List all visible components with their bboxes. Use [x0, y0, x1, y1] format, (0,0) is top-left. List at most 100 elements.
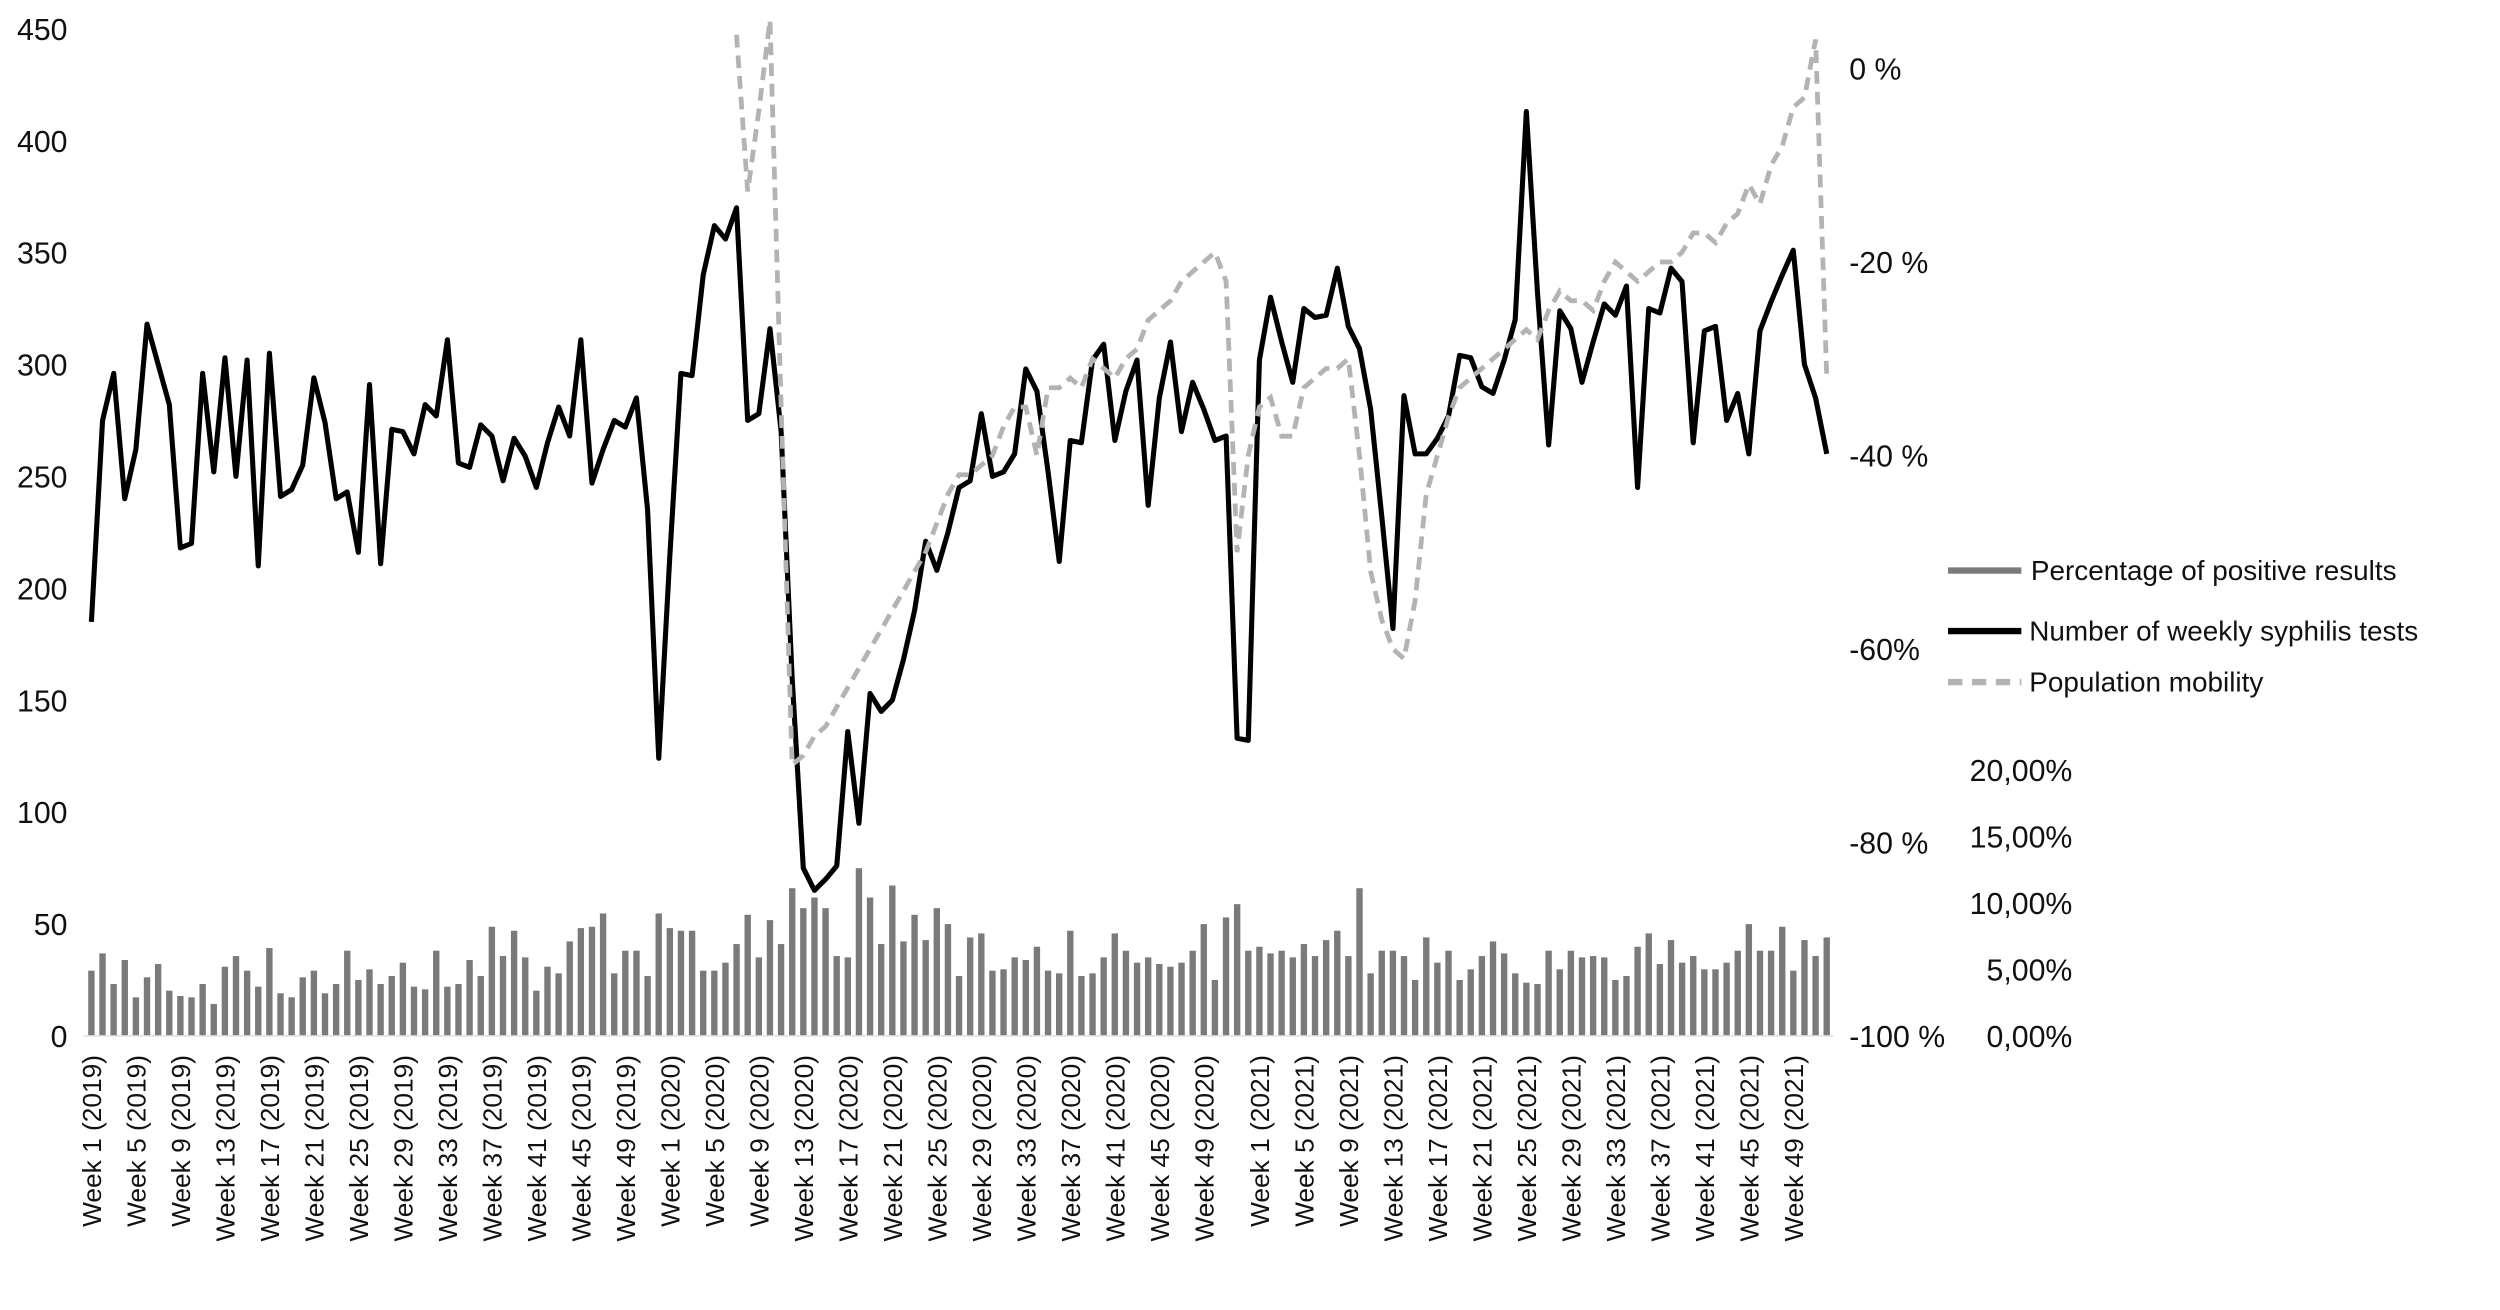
bar-positivity [800, 908, 807, 1036]
bar-positivity [700, 970, 707, 1036]
bar-positivity [1656, 964, 1664, 1036]
bar-positivity [1100, 957, 1107, 1036]
bar-positivity [544, 966, 551, 1036]
bar-positivity [199, 983, 206, 1036]
bar-positivity [1400, 956, 1408, 1036]
x-axis-ticks: Week 1 (2019) Week 5 (2019) Week 9 (2019) W… [77, 1055, 1809, 1242]
bar-positivity [833, 956, 840, 1036]
bar-positivity [1167, 966, 1174, 1036]
bar-positivity [1267, 953, 1274, 1036]
x-tick-label: Week 25 (2020) [922, 1055, 952, 1242]
x-tick-label: Week 25 (2021) [1512, 1055, 1542, 1242]
x-tick-label: Week 33 (2019) [433, 1055, 463, 1242]
bar-positivity [332, 983, 340, 1036]
x-tick-label: Week 45 (2019) [566, 1055, 596, 1242]
bar-positivity [1456, 979, 1463, 1036]
bar-positivity [711, 970, 718, 1036]
bar-positivity [266, 948, 273, 1036]
x-tick-label: Week 5 (2020) [700, 1055, 730, 1227]
bar-positivity [733, 944, 740, 1036]
bar-positivity [366, 969, 373, 1036]
bar-positivity [166, 990, 173, 1036]
bar-positivity [1534, 983, 1541, 1036]
x-tick-label: Week 41 (2021) [1690, 1055, 1720, 1242]
x-tick-label: Week 9 (2021) [1334, 1055, 1364, 1227]
x-tick-label: Week 13 (2021) [1378, 1055, 1408, 1242]
bar-positivity [1434, 962, 1441, 1036]
x-tick-label: Week 21 (2019) [299, 1055, 329, 1242]
bar-positivity [1367, 973, 1374, 1036]
bar-positivity [855, 868, 863, 1036]
bar-positivity [88, 970, 95, 1036]
left-tick-label: 400 [17, 126, 68, 159]
bar-positivity [1523, 982, 1530, 1036]
bar-positivity [522, 957, 529, 1036]
legend: Percentage of positive results Number of… [1948, 555, 2418, 698]
x-tick-label: Week 33 (2021) [1601, 1055, 1631, 1242]
positivity-tick-label: 15,00% [1970, 821, 2073, 854]
bar-positivity [1200, 924, 1207, 1036]
bar-positivity [1723, 962, 1730, 1036]
x-tick-label: Week 29 (2021) [1556, 1055, 1586, 1242]
left-tick-label: 350 [17, 238, 68, 271]
bar-positivity [1256, 946, 1263, 1036]
legend-label-tests: Number of weekly syphilis tests [2029, 616, 2418, 647]
bar-positivity [243, 970, 251, 1036]
bar-positivity [1289, 957, 1296, 1036]
x-tick-label: Week 9 (2019) [166, 1055, 196, 1227]
bar-positivity [1055, 973, 1063, 1036]
bar-positivity [1011, 957, 1018, 1036]
bar-positivity [1623, 976, 1630, 1036]
bar-positivity [344, 950, 351, 1036]
bar-positivity [1222, 917, 1230, 1036]
bar-positivity [622, 950, 629, 1036]
bar-positivity [388, 976, 395, 1036]
bar-positivity [1423, 937, 1430, 1036]
bar-positivity [1411, 979, 1419, 1036]
bar-positivity [978, 933, 985, 1036]
bar-positivity [1278, 950, 1285, 1036]
x-tick-label: Week 17 (2019) [255, 1055, 285, 1242]
x-tick-label: Week 13 (2019) [210, 1055, 240, 1242]
bar-positivity [1078, 976, 1085, 1036]
bar-positivity [1300, 944, 1308, 1036]
positivity-bars [88, 868, 1830, 1036]
bar-positivity [143, 977, 151, 1036]
bar-positivity [1334, 930, 1341, 1036]
bar-positivity [989, 970, 996, 1036]
bar-positivity [1712, 969, 1719, 1036]
x-tick-label: Week 45 (2021) [1734, 1055, 1764, 1242]
x-tick-label: Week 45 (2020) [1145, 1055, 1175, 1242]
x-tick-label: Week 33 (2020) [1011, 1055, 1041, 1242]
bar-positivity [1589, 956, 1597, 1036]
bar-positivity [1612, 979, 1619, 1036]
positivity-tick-label: 20,00% [1970, 755, 2073, 788]
mobility-tick-label: -100 % [1849, 1021, 1945, 1054]
bar-positivity [1478, 956, 1486, 1036]
x-tick-label: Week 21 (2021) [1467, 1055, 1497, 1242]
bar-positivity [777, 944, 785, 1036]
x-tick-label: Week 29 (2020) [967, 1055, 997, 1242]
line-weekly-tests [88, 109, 1830, 893]
bar-positivity [255, 986, 262, 1036]
x-tick-label: Week 13 (2020) [789, 1055, 819, 1242]
x-tick-label: Week 21 (2020) [878, 1055, 908, 1242]
bar-positivity [221, 966, 229, 1036]
bar-positivity [878, 944, 885, 1036]
bar-positivity [1467, 969, 1474, 1036]
bar-positivity [399, 962, 407, 1036]
bar-positivity [1756, 950, 1764, 1036]
bar-positivity [766, 920, 774, 1036]
bar-positivity [1601, 957, 1608, 1036]
bar-positivity [1445, 950, 1452, 1036]
bar-positivity [588, 926, 596, 1036]
bar-positivity [377, 983, 384, 1036]
bar-positivity [499, 956, 507, 1036]
bar-positivity [555, 973, 562, 1036]
bar-positivity [1133, 962, 1141, 1036]
bar-positivity [1823, 937, 1830, 1036]
bar-positivity [611, 973, 618, 1036]
bar-positivity [599, 913, 607, 1036]
bar-positivity [1500, 953, 1508, 1036]
bar-positivity [666, 928, 674, 1036]
